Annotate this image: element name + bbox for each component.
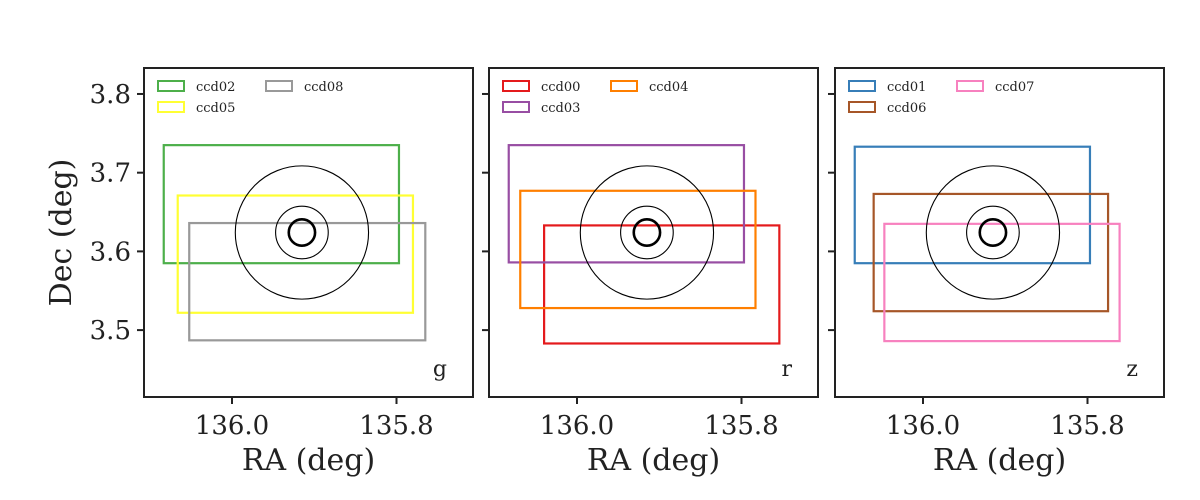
x-tick-label: 135.8: [359, 411, 433, 441]
footprint-ccd03: [507, 144, 746, 264]
legend-swatch: [157, 80, 185, 92]
y-tick-label: 3.8: [90, 80, 131, 110]
x-tick-label: 136.0: [540, 411, 614, 441]
legend-entry-ccd08: ccd08: [265, 80, 343, 95]
axes-frame: [488, 67, 819, 398]
circle-radius-1: [966, 205, 1020, 260]
circle-radius-0: [234, 165, 370, 300]
x-tick-label: 136.0: [886, 411, 960, 441]
legend-entry-ccd00: ccd00: [502, 80, 580, 95]
legend-swatch: [848, 80, 876, 92]
legend-swatch: [848, 101, 876, 113]
y-tick-label: 3.7: [90, 159, 131, 189]
panel-z: 136.0 135.8RA (deg) z ccd01 ccd06 ccd07: [828, 67, 1165, 478]
legend-swatch: [610, 80, 638, 92]
x-axis-label: RA (deg): [933, 443, 1066, 478]
band-label: g: [433, 357, 447, 382]
legend-entry-ccd06: ccd06: [848, 101, 926, 116]
panel-r: 136.0 135.8RA (deg) r ccd00 ccd03 ccd04: [482, 67, 819, 478]
panels: 136.0 135.8 3.5 3.6 3.7 3.8 RA (deg) Dec (deg) g…: [44, 67, 1165, 478]
x-axis-label: RA (deg): [587, 443, 720, 478]
legend-entry-ccd05: ccd05: [157, 101, 235, 116]
legend-swatch: [157, 101, 185, 113]
circle-radius-0: [579, 165, 715, 300]
footprint-ccd01: [853, 145, 1092, 265]
circle-radius-2: [978, 218, 1008, 247]
legend-label: ccd07: [995, 80, 1034, 95]
footprint-ccd00: [543, 224, 781, 345]
axes-frame: [143, 67, 474, 398]
footprint-ccd04: [519, 189, 757, 310]
circle-radius-0: [925, 165, 1061, 300]
circle-radius-1: [275, 205, 329, 260]
legend-entry-ccd04: ccd04: [610, 80, 688, 95]
legend-label: ccd01: [887, 80, 926, 95]
legend-entry-ccd07: ccd07: [956, 80, 1034, 95]
circle-radius-2: [287, 218, 317, 247]
x-tick-label: 135.8: [704, 411, 778, 441]
legend-label: ccd00: [541, 80, 580, 95]
legend-swatch: [265, 80, 293, 92]
x-axis-label: RA (deg): [242, 443, 375, 478]
footprint-ccd06: [872, 192, 1110, 313]
legend-label: ccd04: [649, 80, 688, 95]
panel-g: 136.0 135.8 3.5 3.6 3.7 3.8 RA (deg) Dec (deg) g…: [44, 67, 474, 478]
footprint-ccd08: [188, 221, 427, 342]
axes-frame: [834, 67, 1165, 398]
footprint-ccd02: [162, 144, 401, 265]
band-label: r: [781, 357, 792, 382]
legend-swatch: [502, 101, 530, 113]
legend-label: ccd03: [541, 101, 580, 116]
legend-swatch: [502, 80, 530, 92]
legend-label: ccd08: [304, 80, 343, 95]
y-axis-label: Dec (deg): [44, 159, 79, 307]
legend-entry-ccd02: ccd02: [157, 80, 235, 95]
footprint-ccd05: [176, 194, 415, 314]
y-tick-label: 3.5: [90, 316, 131, 346]
circle-radius-2: [632, 218, 662, 247]
legend-label: ccd05: [196, 101, 235, 116]
legend-entry-ccd03: ccd03: [502, 101, 580, 116]
legend-label: ccd06: [887, 101, 926, 116]
legend-swatch: [956, 80, 984, 92]
x-tick-label: 135.8: [1050, 411, 1124, 441]
x-tick-label: 136.0: [195, 411, 269, 441]
circle-radius-1: [620, 205, 674, 260]
y-tick-label: 3.6: [90, 237, 131, 267]
band-label: z: [1126, 357, 1138, 382]
legend-label: ccd02: [196, 80, 235, 95]
legend-entry-ccd01: ccd01: [848, 80, 926, 95]
